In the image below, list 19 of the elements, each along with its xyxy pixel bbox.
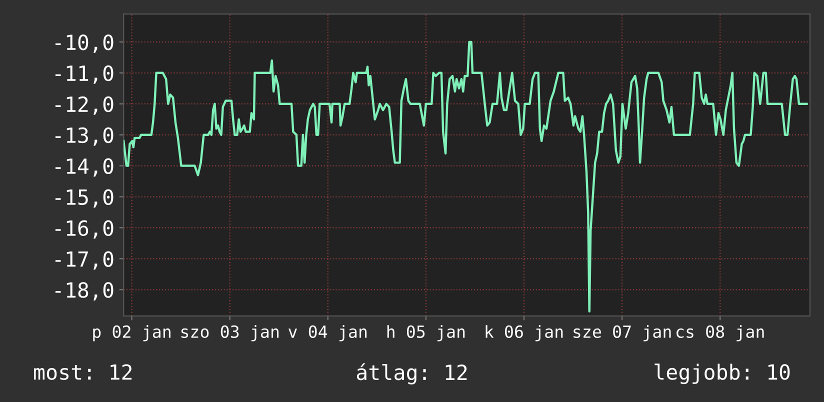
text: most: 12 — [34, 364, 132, 380]
y-tick-label: -14,0 — [55, 158, 114, 177]
y-tick-label: -13,0 — [55, 127, 114, 146]
y-tick-label: -12,0 — [55, 96, 114, 115]
x-tick-label: sze 07 jan — [574, 325, 671, 342]
x-tick-label: k 06 jan — [486, 325, 563, 342]
x-tick-label: szo 03 jan — [181, 325, 279, 342]
text: átlag: 12 — [356, 363, 467, 384]
x-tick-label: cs 08 jan — [676, 325, 764, 342]
y-tick-label: -11,0 — [55, 65, 114, 84]
y-tick-label: -15,0 — [55, 189, 114, 208]
text: legjobb: 10 — [654, 364, 790, 384]
x-tick-label: h 05 jan — [387, 325, 465, 342]
x-tick-label: p 02 jan — [93, 325, 170, 342]
y-tick-label: -10,0 — [55, 34, 114, 53]
x-tick-label: v 04 jan — [288, 325, 367, 342]
y-tick-label: -16,0 — [55, 220, 114, 239]
y-tick-label: -17,0 — [55, 251, 114, 270]
y-tick-label: -18,0 — [55, 282, 114, 301]
